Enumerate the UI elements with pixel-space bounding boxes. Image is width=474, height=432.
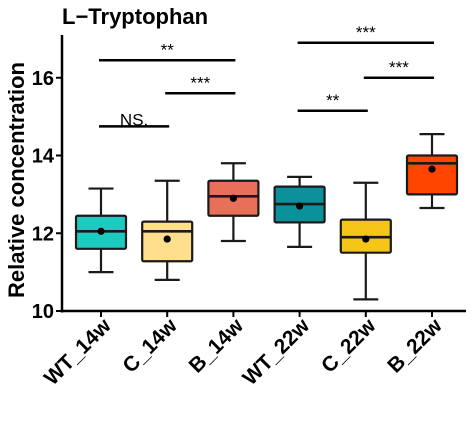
box-C_14w — [141, 179, 194, 282]
y-tick-label: 16 — [32, 68, 54, 90]
significance-label: ** — [326, 91, 340, 110]
y-tick-label: 12 — [32, 223, 54, 245]
y-axis-label: Relative concentration — [4, 62, 29, 298]
significance-label: *** — [356, 23, 376, 42]
y-tick-label: 14 — [32, 146, 55, 168]
boxes — [74, 133, 459, 301]
mean-point — [428, 165, 436, 173]
mean-point — [229, 194, 237, 202]
box-B_14w — [207, 162, 260, 243]
box-iqr — [405, 154, 459, 196]
mean-point — [296, 202, 304, 210]
significance-annotations: NS.************* — [99, 23, 434, 129]
x-tick-label: B_14w — [185, 314, 249, 378]
x-tick-label: WT_14w — [40, 314, 116, 390]
box-WT_14w — [74, 187, 128, 274]
significance-label: *** — [389, 58, 409, 77]
chart-title: L−Tryptophan — [62, 4, 208, 29]
x-tick-label: WT_22w — [238, 314, 314, 390]
significance-label: ** — [161, 40, 175, 59]
box-WT_22w — [273, 175, 326, 248]
mean-point — [97, 227, 105, 235]
x-tick-label: B_22w — [383, 314, 447, 378]
significance-label: NS. — [120, 110, 148, 129]
box-C_22w — [339, 181, 392, 301]
mean-point — [163, 235, 171, 243]
x-tick-label: C_14w — [118, 314, 182, 378]
axes: 10 12 14 16 — [32, 35, 466, 323]
significance-label: *** — [190, 73, 210, 92]
mean-point — [362, 235, 370, 243]
box-B_22w — [405, 133, 459, 210]
x-tick-label: C_22w — [317, 314, 381, 378]
y-tick-label: 10 — [32, 301, 54, 323]
